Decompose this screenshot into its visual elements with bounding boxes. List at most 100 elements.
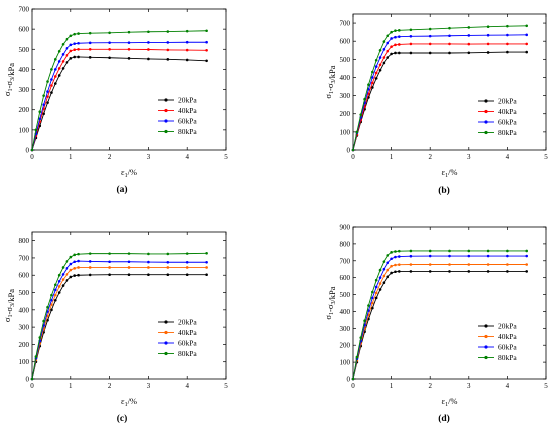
series-line-80kPa [352,25,527,151]
chart-panel-a: 0 1 2 3 4 5 0 100 200 300 400 500 600 700 ε1/% σ1-σ3/kP… [2,6,228,196]
legend-swatch-marker [484,130,488,135]
data-point-60kPa [525,254,528,258]
data-point-20kPa [166,58,170,61]
panel-label: (b) [438,185,450,196]
data-point-20kPa [88,273,92,277]
data-point-20kPa [205,273,208,277]
y-tick-label: 700 [340,257,351,265]
data-point-60kPa [65,46,69,50]
data-point-40kPa [73,48,76,51]
data-point-80kPa [398,249,401,253]
data-point-40kPa [525,42,528,46]
x-axis-title: ε1/% [121,396,137,408]
data-point-80kPa [359,336,363,339]
y-tick-label: 300 [340,325,351,333]
data-point-20kPa [448,270,451,273]
x-tick-label: 2 [108,382,112,390]
x-tick-label: 5 [544,382,548,390]
data-point-80kPa [127,30,131,34]
data-point-60kPa [53,288,57,292]
plot-frame [31,231,227,380]
data-point-60kPa [367,309,370,312]
legend-swatch-marker [164,98,168,102]
data-point-40kPa [486,42,490,46]
data-point-60kPa [185,260,189,264]
data-point-60kPa [467,254,471,258]
x-tick-label: 1 [390,382,394,390]
x-tick-label: 1 [69,382,73,390]
data-point-80kPa [428,249,432,253]
data-point-60kPa [506,254,509,258]
data-point-40kPa [382,274,386,278]
series-line-20kPa [352,270,527,380]
data-point-40kPa [378,282,382,285]
data-point-40kPa [371,81,374,85]
data-point-80kPa [378,48,382,52]
data-point-20kPa [448,51,451,55]
y-tick-label: 800 [340,240,351,248]
data-point-20kPa [386,275,390,279]
data-point-40kPa [166,266,170,269]
legend-label: 60kPa [498,343,517,352]
series-line-40kPa [31,48,207,151]
data-point-60kPa [127,41,131,44]
data-point-80kPa [61,42,65,46]
data-point-80kPa [185,29,189,33]
x-tick-label: 3 [467,382,471,390]
data-point-80kPa [77,32,80,35]
data-point-20kPa [378,68,382,72]
data-point-20kPa [386,56,390,59]
legend-swatch-marker [484,334,488,339]
data-point-20kPa [390,271,393,275]
x-tick-label: 4 [506,153,510,161]
data-point-60kPa [77,41,80,45]
y-tick-label: 300 [340,92,351,100]
data-point-80kPa [486,25,490,28]
data-point-80kPa [371,290,374,294]
data-point-20kPa [506,270,509,273]
y-tick-label: 500 [19,289,30,297]
data-point-20kPa [394,270,397,274]
data-point-20kPa [486,270,490,273]
data-point-60kPa [467,34,471,37]
data-point-60kPa [57,279,61,283]
data-point-60kPa [382,48,386,51]
data-point-60kPa [73,42,76,45]
data-point-60kPa [53,68,57,71]
data-point-80kPa [69,34,73,38]
data-point-40kPa [409,42,413,46]
legend-swatch-marker [164,341,168,345]
legend-label: 40kPa [498,107,517,116]
data-point-60kPa [61,53,65,56]
data-point-40kPa [166,48,170,52]
y-tick-label: 100 [19,126,30,134]
data-point-40kPa [50,303,53,306]
data-point-40kPa [147,266,150,269]
series-line-40kPa [352,43,527,151]
x-tick-label: 0 [30,153,34,161]
data-point-60kPa [185,40,189,44]
data-point-40kPa [398,43,401,46]
data-point-80kPa [382,260,386,263]
data-point-20kPa [61,67,65,70]
x-tick-label: 1 [390,153,394,161]
data-point-40kPa [390,45,393,48]
data-point-80kPa [205,29,208,33]
data-point-20kPa [61,284,65,287]
data-point-60kPa [108,41,111,44]
data-point-20kPa [409,270,413,273]
data-point-20kPa [127,57,131,60]
data-point-80kPa [351,148,355,152]
data-point-40kPa [467,263,471,266]
data-point-60kPa [390,37,393,40]
data-point-40kPa [467,42,471,46]
x-tick-label: 2 [428,153,432,161]
y-tick-label: 200 [19,341,30,349]
data-point-80kPa [73,253,76,257]
data-point-80kPa [50,293,53,297]
data-point-80kPa [53,283,57,287]
x-tick-label: 2 [428,382,432,390]
data-point-20kPa [185,273,189,277]
data-point-80kPa [166,30,170,33]
data-point-60kPa [73,260,76,264]
